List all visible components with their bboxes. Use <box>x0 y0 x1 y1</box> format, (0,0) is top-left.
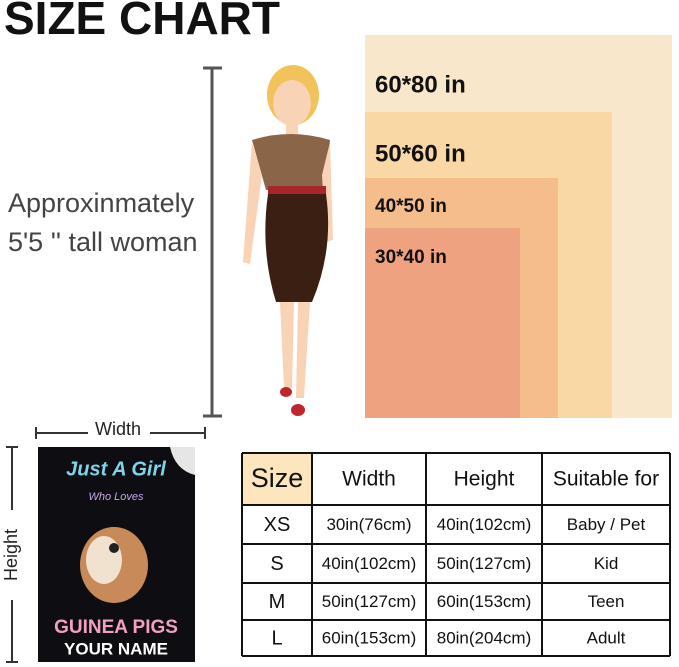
height-arrow <box>6 446 18 663</box>
width-label: Width <box>95 419 141 439</box>
header-cell: Width <box>342 468 396 491</box>
table-cell: L <box>271 627 282 649</box>
table-cell: 50in(127cm) <box>437 554 532 573</box>
woman-label: 5'5 '' tall woman <box>8 227 198 257</box>
header-cell: Suitable for <box>553 468 659 491</box>
table-cell: 60in(153cm) <box>322 628 417 647</box>
table-cell: 60in(153cm) <box>437 592 532 611</box>
table-cell: 40in(102cm) <box>437 515 532 534</box>
header-cell-bg <box>242 453 312 505</box>
table-cell: Kid <box>594 554 619 573</box>
woman-label: Approxinmately <box>8 188 195 218</box>
width-arrow <box>35 427 206 439</box>
blanket-text: GUINEA PIGS <box>54 617 178 638</box>
size-label: 60*80 in <box>375 71 466 98</box>
table-cell: 40in(102cm) <box>322 554 417 573</box>
blanket: Just A Girl Who Loves GUINEA PIGS YOUR N… <box>38 447 195 662</box>
size-label: 40*50 in <box>375 196 447 217</box>
table-cell: Baby / Pet <box>567 515 646 534</box>
size-label: 50*60 in <box>375 140 466 167</box>
table-cell: Teen <box>588 592 625 611</box>
header-cell: Height <box>454 468 515 491</box>
blanket-text: Just A Girl <box>66 458 166 480</box>
title: SIZE CHART <box>4 0 280 44</box>
header-cell: Size <box>251 463 304 493</box>
table-cell: 50in(127cm) <box>322 592 417 611</box>
table-cell: 30in(76cm) <box>326 515 411 534</box>
woman-figure <box>243 65 333 416</box>
table-cell: S <box>270 553 283 575</box>
table-cell: M <box>269 591 286 613</box>
blanket-text: YOUR NAME <box>64 639 168 658</box>
size-table: Size Width Height Suitable for XS 30in(76cm) 4… <box>241 452 671 657</box>
table-cell: XS <box>264 514 291 536</box>
table-cell: Adult <box>587 628 626 647</box>
size-label: 30*40 in <box>375 247 447 268</box>
blanket-text: Who Loves <box>88 491 144 503</box>
table-cell: 80in(204cm) <box>437 628 532 647</box>
size-rect <box>365 228 520 418</box>
height-bracket <box>203 66 222 418</box>
height-label: Height <box>1 529 21 581</box>
